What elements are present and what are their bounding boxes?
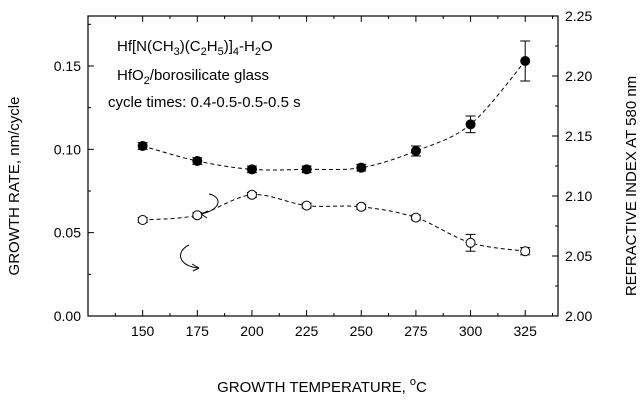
refractive-index-marker	[410, 212, 421, 223]
annotation-film: HfO2/borosilicate glass	[117, 67, 269, 87]
data-point-series-1	[520, 40, 531, 82]
annotation-cycle-times: cycle times: 0.4-0.5-0.5-0.5 s	[108, 94, 301, 111]
y-left-tick-label: 0.05	[54, 225, 81, 241]
data-point-series-2	[246, 189, 257, 200]
growth-rate-marker	[246, 164, 257, 175]
growth-rate-marker	[356, 162, 367, 173]
data-point-series-2	[356, 201, 367, 212]
y-left-tick-label: 0.15	[54, 58, 81, 74]
plot-frame	[87, 15, 559, 317]
y-left-tick-label: 0.00	[54, 308, 81, 324]
data-point-series-1	[246, 164, 257, 175]
x-tick-label: 325	[514, 323, 538, 339]
annotation-precursor: Hf[N(CH3)(C2H5)]4-H2O	[117, 38, 273, 58]
y-right-tick-label: 2.25	[565, 8, 592, 24]
refractive-index-marker	[520, 246, 531, 257]
x-tick-label: 225	[295, 323, 319, 339]
data-point-series-1	[410, 145, 421, 157]
refractive-index-marker	[356, 201, 367, 212]
x-tick-label: 150	[131, 323, 155, 339]
y-right-tick-label: 2.00	[565, 308, 592, 324]
growth-rate-marker	[137, 141, 148, 151]
data-point-series-1	[137, 141, 148, 151]
growth-rate-marker	[465, 119, 476, 130]
x-tick-label: 300	[459, 323, 483, 339]
growth-rate-marker	[410, 146, 421, 156]
data-point-series-2	[410, 212, 421, 223]
data-point-series-2	[520, 246, 531, 257]
data-point-series-1	[192, 156, 203, 166]
right-axis-arrow	[180, 244, 200, 272]
growth-rate-marker	[520, 56, 531, 66]
y-right-tick-label: 2.05	[565, 248, 592, 264]
data-point-series-1	[465, 115, 476, 134]
x-tick-label: 250	[350, 323, 374, 339]
y-right-tick-label: 2.10	[565, 188, 592, 204]
x-axis-label: GROWTH TEMPERATURE, oC	[217, 376, 427, 396]
refractive-index-marker	[246, 189, 257, 200]
x-tick-label: 200	[240, 323, 264, 339]
refractive-index-marker	[301, 200, 312, 211]
data-point-series-1	[301, 164, 312, 175]
x-tick-label: 175	[186, 323, 210, 339]
data-point-series-2	[192, 210, 203, 221]
data-point-series-2	[301, 200, 312, 211]
y-right-tick-label: 2.15	[565, 128, 592, 144]
growth-rate-marker	[192, 156, 203, 166]
y-right-tick-label: 2.20	[565, 68, 592, 84]
left-axis-arrow	[200, 193, 219, 219]
refractive-index-marker	[137, 215, 148, 225]
refractive-index-marker	[192, 210, 203, 221]
refractive-index-marker	[465, 237, 476, 248]
growth-rate-marker	[301, 164, 312, 175]
x-tick-label: 275	[404, 323, 428, 339]
y-left-tick-label: 0.10	[54, 141, 81, 157]
data-point-series-2	[465, 233, 476, 252]
y-axis-right-label: REFRACTIVE INDEX AT 580 nm	[623, 76, 640, 296]
data-point-series-1	[356, 162, 367, 173]
data-point-series-2	[137, 215, 148, 225]
y-axis-left-label: GROWTH RATE, nm/cycle	[6, 97, 23, 276]
